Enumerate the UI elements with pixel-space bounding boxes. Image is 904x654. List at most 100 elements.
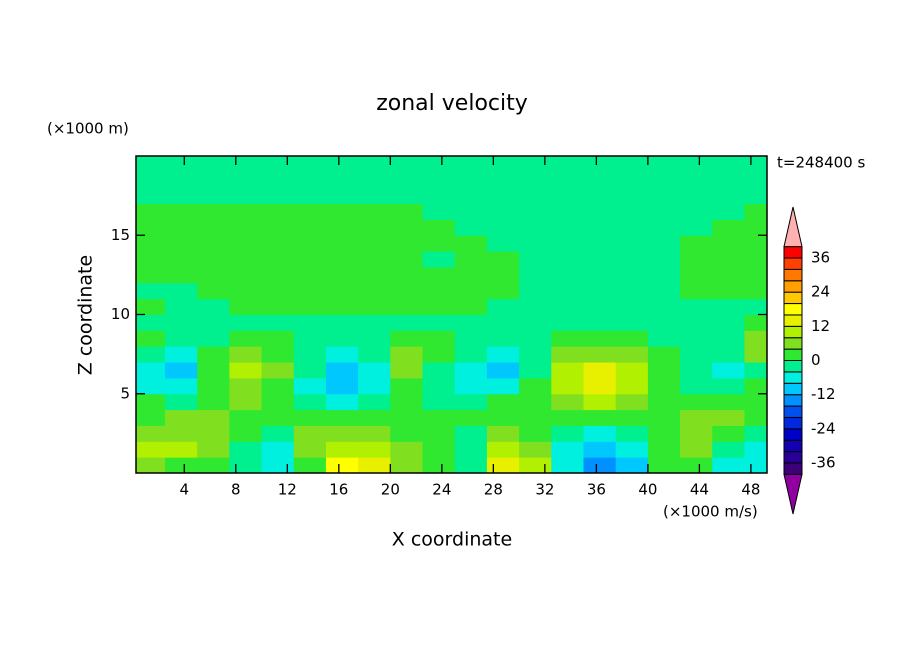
contour-cell [486, 282, 520, 300]
contour-cell [519, 377, 552, 395]
contour-field [136, 156, 767, 473]
contour-cell [615, 330, 649, 347]
contour-cell [261, 251, 295, 268]
contour-cell [136, 298, 166, 315]
contour-cell [680, 219, 713, 236]
contour-cell [551, 457, 584, 473]
contour-cell [261, 314, 295, 331]
x-tick-label: 12 [278, 481, 297, 499]
contour-cell [454, 298, 488, 315]
x-tick-label: 44 [690, 481, 709, 499]
contour-cell [261, 187, 295, 205]
contour-cell [519, 171, 552, 189]
contour-cell [712, 251, 745, 268]
contour-cell [390, 314, 424, 331]
contour-cell [164, 282, 198, 300]
contour-cell [647, 282, 681, 300]
colorbar-box [783, 268, 803, 282]
contour-cell [583, 187, 617, 205]
contour-cell [164, 362, 198, 379]
contour-cell [454, 156, 488, 173]
contour-cell [197, 314, 230, 331]
contour-cell [261, 330, 295, 347]
contour-cell [197, 156, 230, 173]
contour-cell [486, 330, 520, 347]
contour-cell [229, 441, 263, 458]
contour-cell [325, 235, 359, 252]
contour-cell [486, 425, 520, 442]
contour-cell [680, 298, 713, 315]
contour-cell [583, 282, 617, 300]
contour-cell [615, 187, 649, 205]
contour-cell [136, 219, 166, 236]
contour-cell [229, 314, 263, 331]
contour-cell [647, 425, 681, 442]
contour-cell [454, 219, 488, 236]
contour-cell [647, 314, 681, 331]
contour-cell [712, 156, 745, 173]
contour-cell [422, 346, 456, 363]
contour-cell [680, 266, 713, 284]
contour-cell [261, 171, 295, 189]
contour-cell [519, 393, 552, 411]
colorbar-box [783, 382, 803, 396]
colorbar-box [783, 291, 803, 305]
contour-cell [486, 314, 520, 331]
x-tick-label: 40 [638, 481, 657, 499]
contour-cell [261, 441, 295, 458]
contour-cell [615, 314, 649, 331]
contour-cell [583, 441, 617, 458]
contour-cell [583, 377, 617, 395]
contour-cell [261, 425, 295, 442]
contour-cell [551, 156, 584, 173]
contour-cell [712, 298, 745, 315]
contour-cell [136, 251, 166, 268]
contour-cell [519, 457, 552, 473]
contour-cell [647, 203, 681, 220]
contour-cell [519, 298, 552, 315]
contour-cell [712, 409, 745, 426]
contour-cell [647, 298, 681, 315]
contour-cell [551, 314, 584, 331]
contour-cell [454, 187, 488, 205]
contour-cell [325, 171, 359, 189]
contour-cell [229, 282, 263, 300]
contour-cell [164, 219, 198, 236]
contour-cell [647, 393, 681, 411]
contour-cell [583, 235, 617, 252]
contour-cell [293, 171, 327, 189]
contour-cell [197, 266, 230, 284]
contour-cell [390, 235, 424, 252]
contour-cell [136, 156, 166, 173]
contour-cell [454, 330, 488, 347]
contour-cell [325, 298, 359, 315]
contour-cell [712, 425, 745, 442]
contour-cell [229, 393, 263, 411]
contour-cell [422, 251, 456, 268]
contour-cell [744, 314, 767, 331]
contour-cell [261, 266, 295, 284]
contour-cell [164, 425, 198, 442]
contour-cell [486, 171, 520, 189]
contour-cell [293, 457, 327, 473]
contour-cell [136, 282, 166, 300]
contour-cell [164, 203, 198, 220]
contour-cell [229, 251, 263, 268]
contour-cell [197, 425, 230, 442]
contour-cell [486, 346, 520, 363]
contour-cell [164, 266, 198, 284]
contour-cell [615, 409, 649, 426]
contour-cell [551, 377, 584, 395]
contour-cell [197, 298, 230, 315]
contour-cell [197, 330, 230, 347]
colorbar-over [783, 206, 803, 248]
contour-cell [551, 425, 584, 442]
contour-cell [454, 203, 488, 220]
contour-cell [164, 298, 198, 315]
contour-cell [551, 393, 584, 411]
contour-cell [293, 298, 327, 315]
contour-cell [229, 266, 263, 284]
contour-cell [519, 409, 552, 426]
contour-cell [229, 330, 263, 347]
contour-cell [454, 314, 488, 331]
